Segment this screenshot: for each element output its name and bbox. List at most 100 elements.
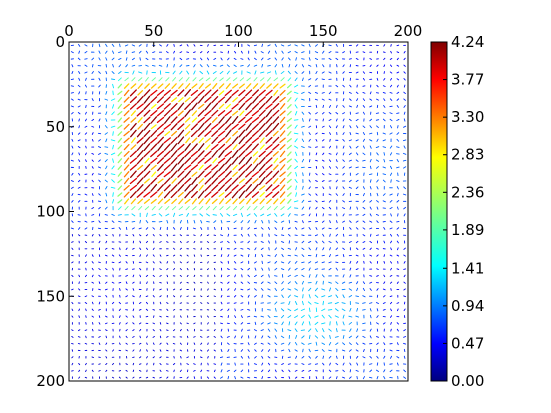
quiver-arrow [118,370,122,372]
quiver-arrow [193,322,196,325]
quiver-arrow [362,105,366,108]
quiver-arrow [396,138,400,142]
quiver-arrow [112,267,114,271]
quiver-arrow [253,329,257,332]
quiver-arrow [172,342,176,345]
quiver-arrow [279,83,286,89]
quiver-arrow [84,50,88,54]
quiver-arrow [308,348,311,353]
quiver-arrow [213,288,216,291]
quiver-arrow [98,261,101,264]
quiver-arrow [258,129,266,138]
quiver-arrow [287,329,292,332]
quiver-arrow [301,261,305,264]
quiver-arrow [145,308,149,311]
quiver-arrow [193,369,196,372]
quiver-arrow [220,234,224,237]
quiver-arrow [272,164,279,171]
quiver-arrow [383,355,386,359]
quiver-arrow [322,173,325,176]
quiver-arrow [287,247,291,250]
quiver-arrow [232,198,238,205]
quiver-arrow [240,322,244,325]
quiver-arrow [166,268,169,271]
quiver-arrow [369,105,373,108]
quiver-arrow [159,261,162,264]
quiver-arrow [151,214,156,216]
quiver-arrow [85,362,87,366]
quiver-arrow [403,98,406,101]
quiver-arrow [105,281,108,284]
quiver-arrow [213,376,216,379]
quiver-arrow [356,261,359,264]
quiver-arrow [91,214,95,216]
quiver-arrow [151,77,156,82]
quiver-arrow [111,301,115,305]
quiver-arrow [159,342,162,345]
quiver-arrow [213,281,216,284]
quiver-arrow [145,274,149,277]
quiver-arrow [105,199,108,204]
quiver-arrow [233,295,237,298]
quiver-arrow [287,130,292,137]
quiver-arrow [286,144,292,150]
quiver-arrow [125,363,128,365]
quiver-arrow [104,254,108,257]
quiver-arrow [166,376,169,379]
quiver-arrow [240,220,244,224]
quiver-arrow [376,179,379,183]
quiver-arrow [227,226,230,230]
quiver-arrow [383,254,386,257]
quiver-arrow [117,158,123,164]
quiver-arrow [159,328,162,332]
quiver-arrow [132,322,135,325]
quiver-arrow [112,64,114,68]
quiver-arrow [84,227,88,230]
quiver-arrow [376,125,379,129]
quiver-arrow [85,111,87,115]
quiver-arrow [205,144,211,150]
quiver-arrow [77,295,81,297]
quiver-arrow [397,247,399,251]
quiver-arrow [105,111,108,115]
quiver-arrow [200,227,203,230]
quiver-arrow [322,240,325,244]
quiver-arrow [193,64,196,68]
quiver-arrow [71,288,74,291]
quiver-arrow [251,130,260,137]
quiver-arrow [247,254,250,258]
quiver-arrow [178,198,184,205]
quiver-arrow [389,92,393,94]
quiver-arrow [178,83,184,89]
quiver-arrow [200,302,203,304]
quiver-arrow [143,116,151,124]
quiver-arrow [125,247,128,250]
quiver-arrow [173,63,175,68]
quiver-arrow [389,165,393,170]
quiver-arrow [193,44,196,47]
quiver-arrow [119,342,121,345]
quiver-arrow [403,336,407,338]
quiver-arrow [403,281,406,284]
quiver-arrow [233,227,237,230]
quiver-arrow [153,315,155,318]
quiver-arrow [78,288,81,291]
quiver-arrow [281,63,284,68]
quiver-arrow [362,132,365,136]
quiver-arrow [184,143,191,152]
quiver-arrow [389,349,393,352]
quiver-arrow [274,227,278,230]
quiver-arrow [396,227,400,230]
quiver-arrow [163,103,171,110]
quiver-arrow [186,70,190,75]
quiver-arrow [198,137,204,144]
quiver-arrow [136,103,144,110]
quiver-arrow [240,376,244,379]
quiver-arrow [244,96,253,103]
quiver-arrow [232,144,238,151]
quiver-arrow [118,64,122,68]
quiver-arrow [274,70,277,75]
quiver-arrow [77,329,81,332]
quiver-arrow [84,295,88,298]
quiver-arrow [376,98,379,101]
